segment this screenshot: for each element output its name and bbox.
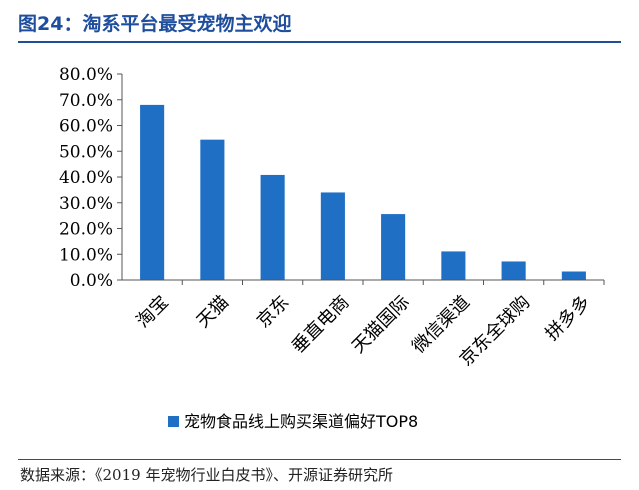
y-tick-label: 50.0% <box>59 142 113 162</box>
y-tick-label: 60.0% <box>59 117 113 137</box>
legend-swatch <box>168 416 179 427</box>
bar-2 <box>200 139 225 280</box>
figure-title: 图24：淘系平台最受宠物主欢迎 <box>18 13 292 35</box>
x-tick-label: 天猫国际 <box>348 292 414 358</box>
x-tick-label: 京东 <box>253 292 293 332</box>
bars <box>140 104 586 281</box>
bar-7 <box>501 261 526 280</box>
y-tick-label: 40.0% <box>59 168 113 188</box>
y-tick-label: 20.0% <box>59 220 113 240</box>
x-tick-label: 淘宝 <box>132 292 172 332</box>
source-rule <box>18 459 621 460</box>
title-rule <box>18 41 621 43</box>
y-tick-label: 0.0% <box>70 271 113 291</box>
bar-1 <box>140 104 165 281</box>
bar-4 <box>320 192 345 280</box>
y-tick-label: 30.0% <box>59 194 113 214</box>
x-tick-label: 垂直电商 <box>288 292 354 358</box>
bar-6 <box>441 251 466 280</box>
y-tick-label: 80.0% <box>59 65 113 85</box>
bar-8 <box>561 271 586 280</box>
x-tick-label: 拼多多 <box>541 292 594 345</box>
x-tick-label: 天猫 <box>193 292 233 332</box>
legend: 宠物食品线上购买渠道偏好TOP8 <box>168 412 418 431</box>
legend-label: 宠物食品线上购买渠道偏好TOP8 <box>184 412 418 431</box>
bar-5 <box>381 214 406 280</box>
source-note: 数据来源：《2019 年宠物行业白皮书》、开源证券研究所 <box>20 466 393 484</box>
y-tick-label: 70.0% <box>59 91 113 111</box>
y-tick-label: 10.0% <box>59 245 113 265</box>
bar-3 <box>260 174 285 280</box>
y-axis: 0.0% 10.0% 20.0% 30.0% 40.0% 50.0% 60.0% 70.0% 8… <box>59 65 123 291</box>
